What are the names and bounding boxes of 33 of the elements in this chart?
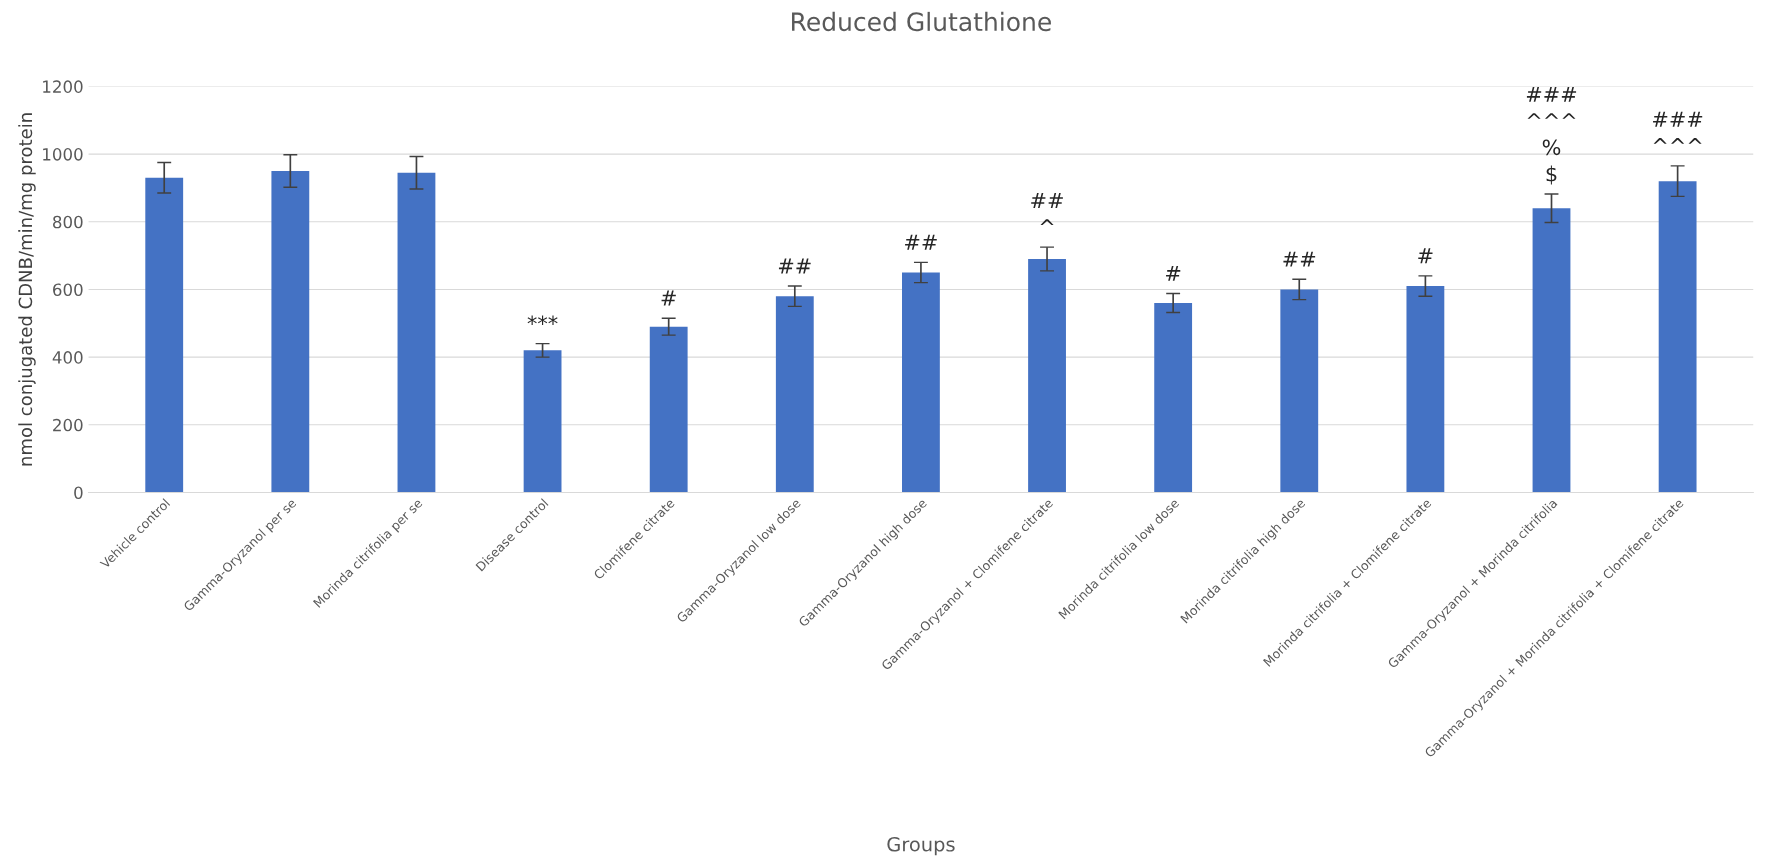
- annotation: #: [661, 290, 676, 306]
- bar: [902, 272, 940, 493]
- y-tick-label: 400: [52, 351, 83, 364]
- y-tick-label: 1200: [43, 80, 83, 93]
- bar: [775, 296, 814, 493]
- bar: [271, 171, 310, 493]
- bar: [1028, 258, 1066, 493]
- annotation: ### ^^^ % $: [1526, 86, 1577, 185]
- annotation: ### ^^^: [1653, 111, 1703, 144]
- bar: [1154, 302, 1193, 493]
- annotation: #: [1166, 265, 1181, 281]
- chart-title: Reduced Glutathione: [792, 11, 1051, 32]
- bar: [397, 172, 436, 493]
- annotation: #: [1418, 248, 1433, 264]
- annotation: ##: [905, 234, 937, 250]
- x-axis-title: Groups: [887, 836, 955, 856]
- y-axis-title: nmol conjugated CDNB/min/mg protein: [18, 113, 36, 466]
- bar: [1532, 208, 1571, 493]
- annotation: ***: [527, 315, 558, 325]
- bar: [1280, 289, 1319, 493]
- bar: [145, 177, 184, 493]
- annotation: ##: [1283, 251, 1316, 267]
- bar: [649, 326, 688, 493]
- annotation: ##: [778, 258, 811, 274]
- bar: [1658, 181, 1697, 493]
- bar: [523, 350, 562, 493]
- annotation: ## ^: [1031, 193, 1063, 225]
- bar: [1406, 286, 1445, 493]
- y-tick-label: 800: [53, 215, 83, 229]
- y-tick-label: 200: [53, 418, 83, 432]
- y-tick-label: 1000: [43, 148, 83, 161]
- y-tick-label: 0: [74, 486, 83, 500]
- y-tick-label: 600: [53, 283, 83, 297]
